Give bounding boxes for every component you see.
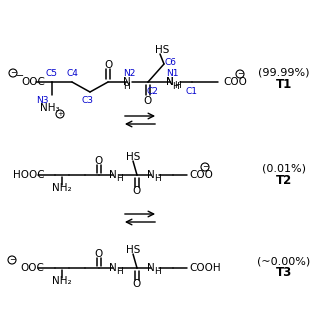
Text: O: O <box>133 279 141 289</box>
Text: COOH: COOH <box>189 263 221 273</box>
Text: C6: C6 <box>165 58 177 67</box>
Text: N1: N1 <box>166 68 178 77</box>
Text: N3: N3 <box>36 95 48 105</box>
Text: −: − <box>10 68 16 77</box>
Text: O: O <box>95 156 103 166</box>
Text: N: N <box>147 170 155 180</box>
Text: −: − <box>9 256 15 265</box>
Text: −: − <box>16 71 24 81</box>
Text: H: H <box>123 81 130 90</box>
Text: H: H <box>117 267 123 275</box>
Text: T2: T2 <box>276 174 292 187</box>
Text: OOC: OOC <box>20 263 44 273</box>
Text: N: N <box>166 77 174 87</box>
Text: OOC: OOC <box>21 77 45 87</box>
Text: +: + <box>57 111 63 117</box>
Text: HS: HS <box>126 245 140 255</box>
Text: O: O <box>133 186 141 196</box>
Text: N: N <box>123 77 131 87</box>
Text: H: H <box>155 267 162 275</box>
Text: C2: C2 <box>146 86 158 95</box>
Text: T1: T1 <box>276 77 292 90</box>
Text: N: N <box>166 77 174 87</box>
Text: O: O <box>144 96 152 106</box>
Text: HOOC: HOOC <box>13 170 45 180</box>
Text: NH₂: NH₂ <box>52 276 72 286</box>
Text: C5: C5 <box>46 68 58 77</box>
Text: C4: C4 <box>66 68 78 77</box>
Text: H: H <box>175 80 181 89</box>
Text: C3: C3 <box>82 95 94 105</box>
Text: COO: COO <box>189 170 213 180</box>
Text: N2: N2 <box>123 68 135 77</box>
Text: NH₃: NH₃ <box>40 103 60 113</box>
Text: T3: T3 <box>276 267 292 279</box>
Text: C1: C1 <box>186 86 198 95</box>
Text: N: N <box>109 263 117 273</box>
Text: H: H <box>155 174 162 183</box>
Text: (99.99%): (99.99%) <box>258 67 310 77</box>
Text: (~0.00%): (~0.00%) <box>258 256 310 266</box>
Text: NH₂: NH₂ <box>52 183 72 193</box>
Text: H: H <box>173 81 179 90</box>
Text: H: H <box>117 174 123 183</box>
Text: −: − <box>237 69 243 78</box>
Text: O: O <box>105 60 113 70</box>
Text: COO: COO <box>223 77 247 87</box>
Text: HS: HS <box>126 152 140 162</box>
Text: O: O <box>95 249 103 259</box>
Text: N: N <box>109 170 117 180</box>
Text: (0.01%): (0.01%) <box>262 163 306 173</box>
Text: HS: HS <box>155 45 169 55</box>
Text: −: − <box>202 162 208 172</box>
Text: N: N <box>147 263 155 273</box>
